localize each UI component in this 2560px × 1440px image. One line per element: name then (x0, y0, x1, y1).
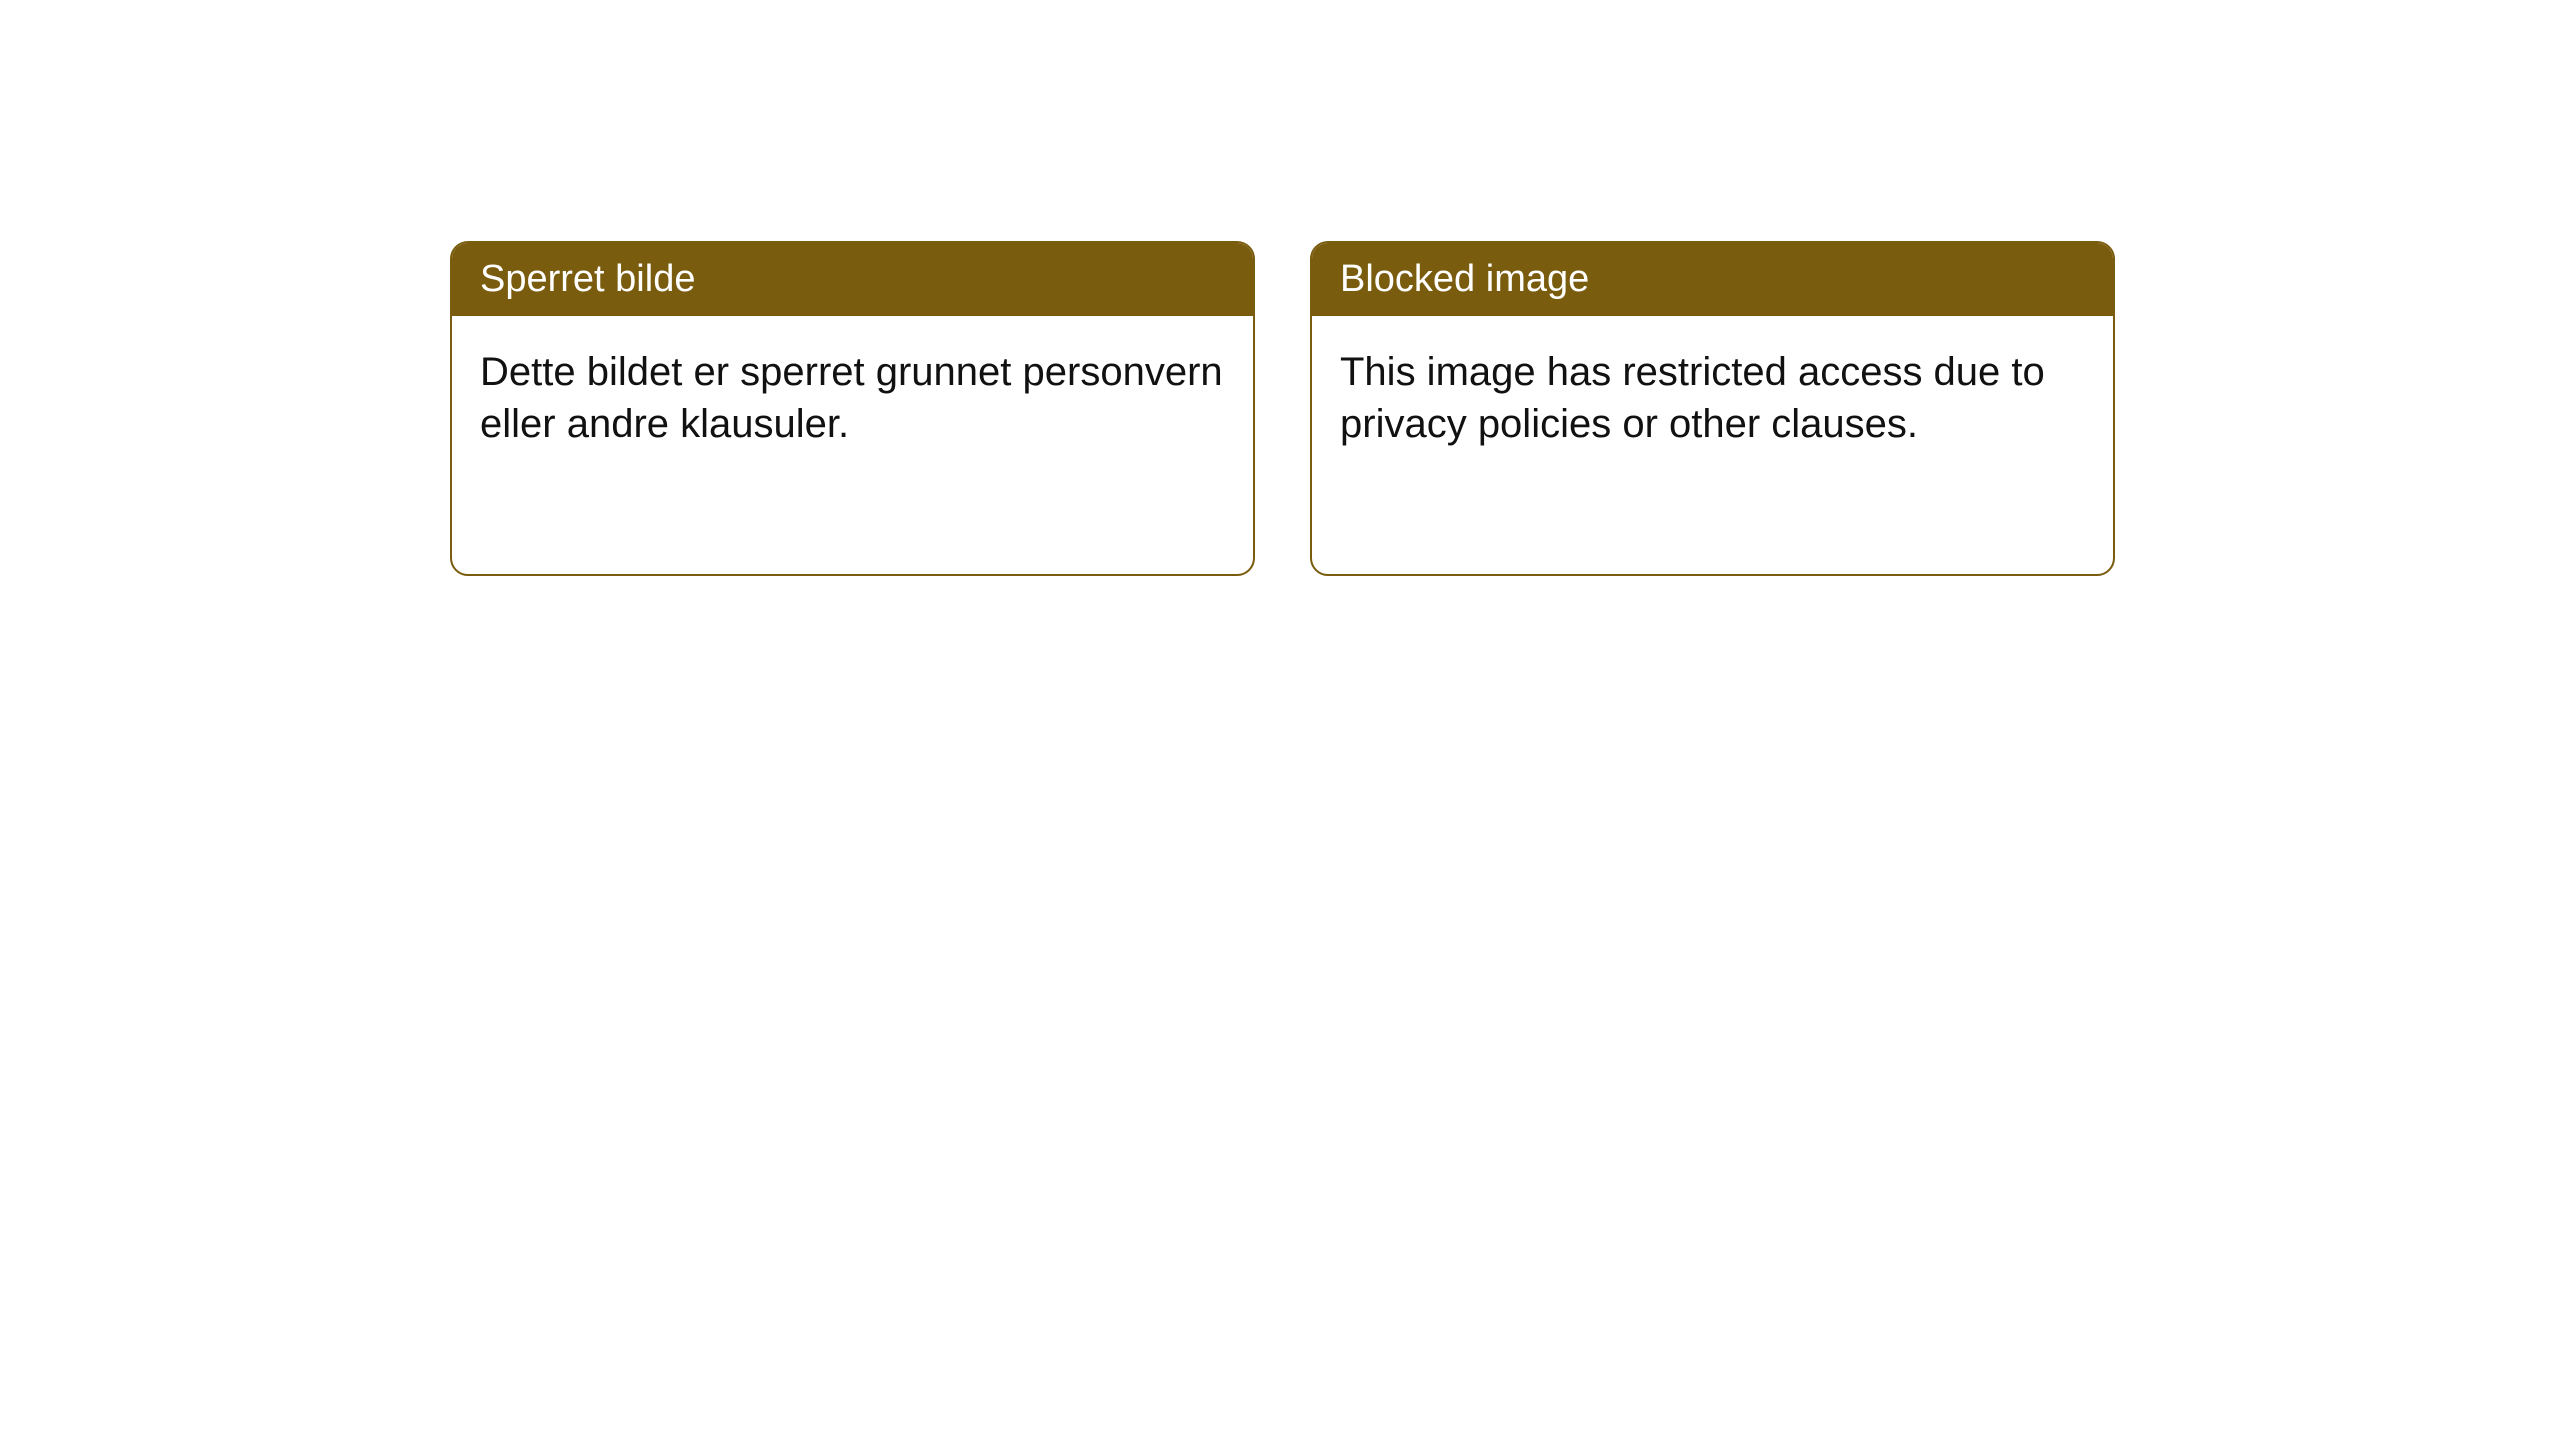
restricted-image-notice: Sperret bilde Dette bildet er sperret gr… (450, 241, 2115, 576)
card-header-norwegian: Sperret bilde (452, 243, 1253, 316)
card-body-norwegian: Dette bildet er sperret grunnet personve… (452, 316, 1253, 480)
notice-card-english: Blocked image This image has restricted … (1310, 241, 2115, 576)
card-header-english: Blocked image (1312, 243, 2113, 316)
notice-card-norwegian: Sperret bilde Dette bildet er sperret gr… (450, 241, 1255, 576)
card-body-english: This image has restricted access due to … (1312, 316, 2113, 480)
